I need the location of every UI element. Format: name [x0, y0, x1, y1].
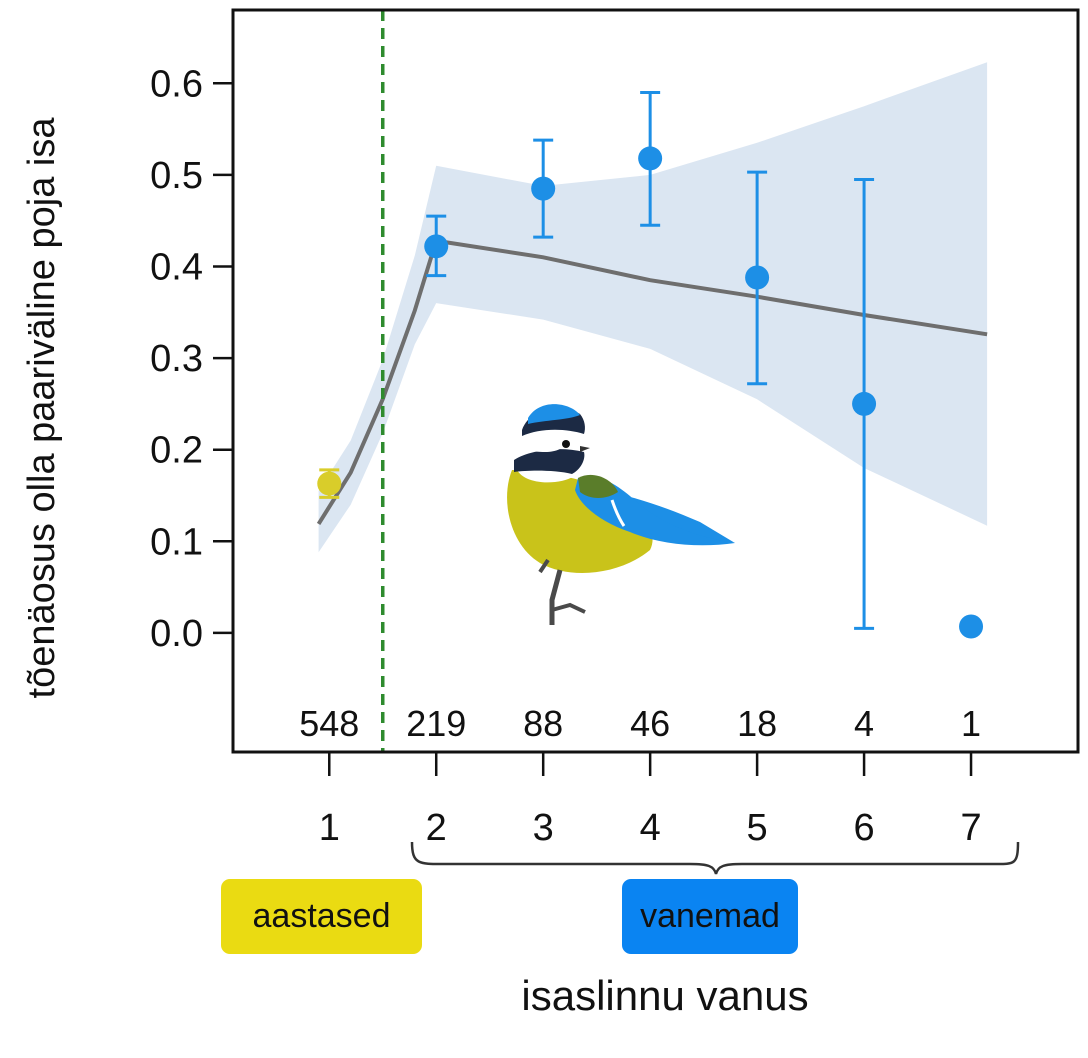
older-group-brace — [410, 841, 1020, 875]
sample-size-label-2: 219 — [406, 703, 466, 744]
x-tick-label-3: 3 — [533, 807, 554, 849]
data-point-1 — [317, 471, 342, 496]
sample-size-label-3: 88 — [523, 703, 563, 744]
sample-size-label-5: 18 — [737, 703, 777, 744]
x-tick-label-5: 5 — [747, 807, 768, 849]
confidence-band-layer — [318, 62, 988, 553]
x-tick-label-6: 6 — [854, 807, 875, 849]
y-tick-label-6: 0.6 — [150, 63, 203, 105]
sample-size-label-1: 548 — [299, 703, 359, 744]
x-tick-label-2: 2 — [426, 807, 447, 849]
data-point-3 — [531, 176, 556, 201]
data-point-4 — [638, 146, 663, 171]
fit-line — [316, 238, 988, 525]
data-point-5 — [745, 265, 770, 290]
y-tick-label-0: 0.0 — [150, 613, 203, 655]
y-axis-title: tõenäosus olla paariväline poja isa — [21, 117, 63, 699]
fit-line-layer — [316, 238, 988, 525]
data-points-layer — [317, 90, 984, 639]
x-tick-label-1: 1 — [319, 807, 340, 849]
blue-tit-illustration — [507, 404, 735, 625]
older-badge: vanemad — [622, 879, 798, 954]
y-tick-label-2: 0.2 — [150, 430, 203, 472]
y-tick-label-3: 0.3 — [150, 338, 203, 380]
confidence-band — [318, 62, 988, 553]
x-tick-label-7: 7 — [960, 807, 981, 849]
y-axis: 0.0 0.1 0.2 0.3 0.4 0.5 0.6 — [150, 63, 233, 655]
first-year-badge: aastased — [221, 879, 422, 954]
y-tick-label-4: 0.4 — [150, 246, 203, 288]
data-point-2 — [424, 234, 449, 259]
sample-size-labels: 548 219 88 46 18 4 1 — [299, 703, 981, 744]
sample-size-label-4: 46 — [630, 703, 670, 744]
y-tick-label-1: 0.1 — [150, 521, 203, 563]
sample-size-label-7: 1 — [961, 703, 981, 744]
x-tick-label-4: 4 — [640, 807, 661, 849]
x-axis-title: isaslinnu vanus — [521, 972, 809, 1019]
sample-size-label-6: 4 — [854, 703, 874, 744]
plot-frame — [231, 8, 1080, 754]
y-tick-label-5: 0.5 — [150, 155, 203, 197]
x-axis: 1 2 3 4 5 6 7 — [319, 752, 982, 849]
data-point-7 — [959, 614, 984, 639]
data-point-6 — [852, 391, 877, 416]
